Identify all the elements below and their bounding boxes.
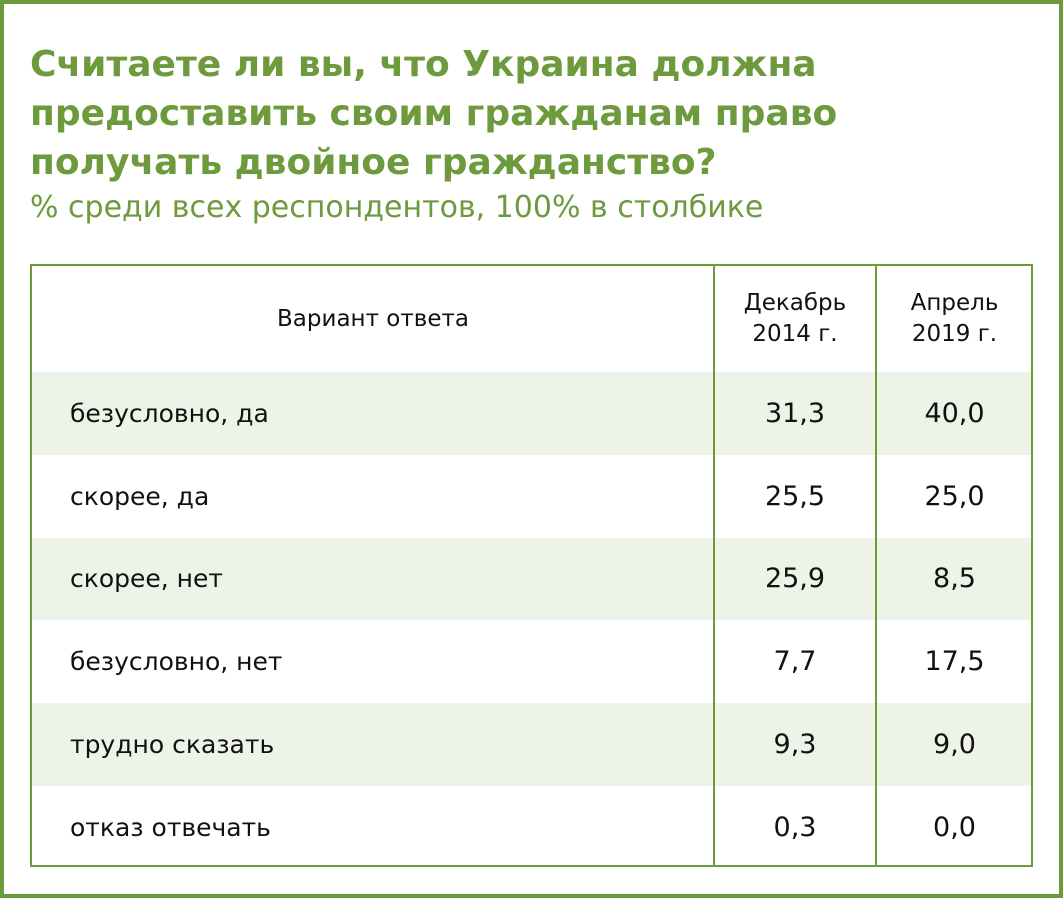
row-shade [32,372,1031,455]
row-shade [32,703,1031,786]
table: Вариант ответа Декабрь 2014 г. Апрель 2019 г… [30,264,1033,867]
subtitle: % среди всех респондентов, 100% в столби… [30,190,764,225]
answer-label: скорее, нет [70,564,223,594]
value-cell: 0,3 [773,811,817,843]
answer-label: безусловно, нет [70,647,283,677]
value-cell: 40,0 [924,397,985,429]
value-cell: 31,3 [764,397,826,429]
answer-label: трудно сказать [70,730,275,760]
column-header: Апрель 2019 г. [876,266,1033,372]
column-divider [713,266,715,865]
column-header: Декабрь 2014 г. [714,266,876,372]
answer-label: скорее, да [70,481,210,511]
value-cell: 25,9 [764,563,826,595]
value-cell: 17,5 [924,646,985,678]
header-line: 2014 г. [752,321,838,347]
value-cell: 0,0 [933,811,976,843]
column-divider [875,266,877,865]
value-cell: 7,7 [773,646,817,678]
header-line: Декабрь [743,290,847,316]
title: Считаете ли вы, что Украина должна предо… [30,44,838,183]
column-header: Вариант ответа [32,266,714,372]
value-cell: 9,3 [773,729,817,761]
value-cell: 25,5 [764,480,826,512]
row-shade [32,537,1031,621]
value-cell: 9,0 [933,729,976,761]
header-line: Вариант ответа [277,305,469,332]
answer-label: безусловно, да [70,398,269,428]
header-line: 2019 г. [911,321,998,347]
value-cell: 8,5 [933,563,976,595]
answer-label: отказ отвечать [70,812,271,842]
header-line: Апрель [910,290,999,316]
value-cell: 25,0 [924,480,985,512]
